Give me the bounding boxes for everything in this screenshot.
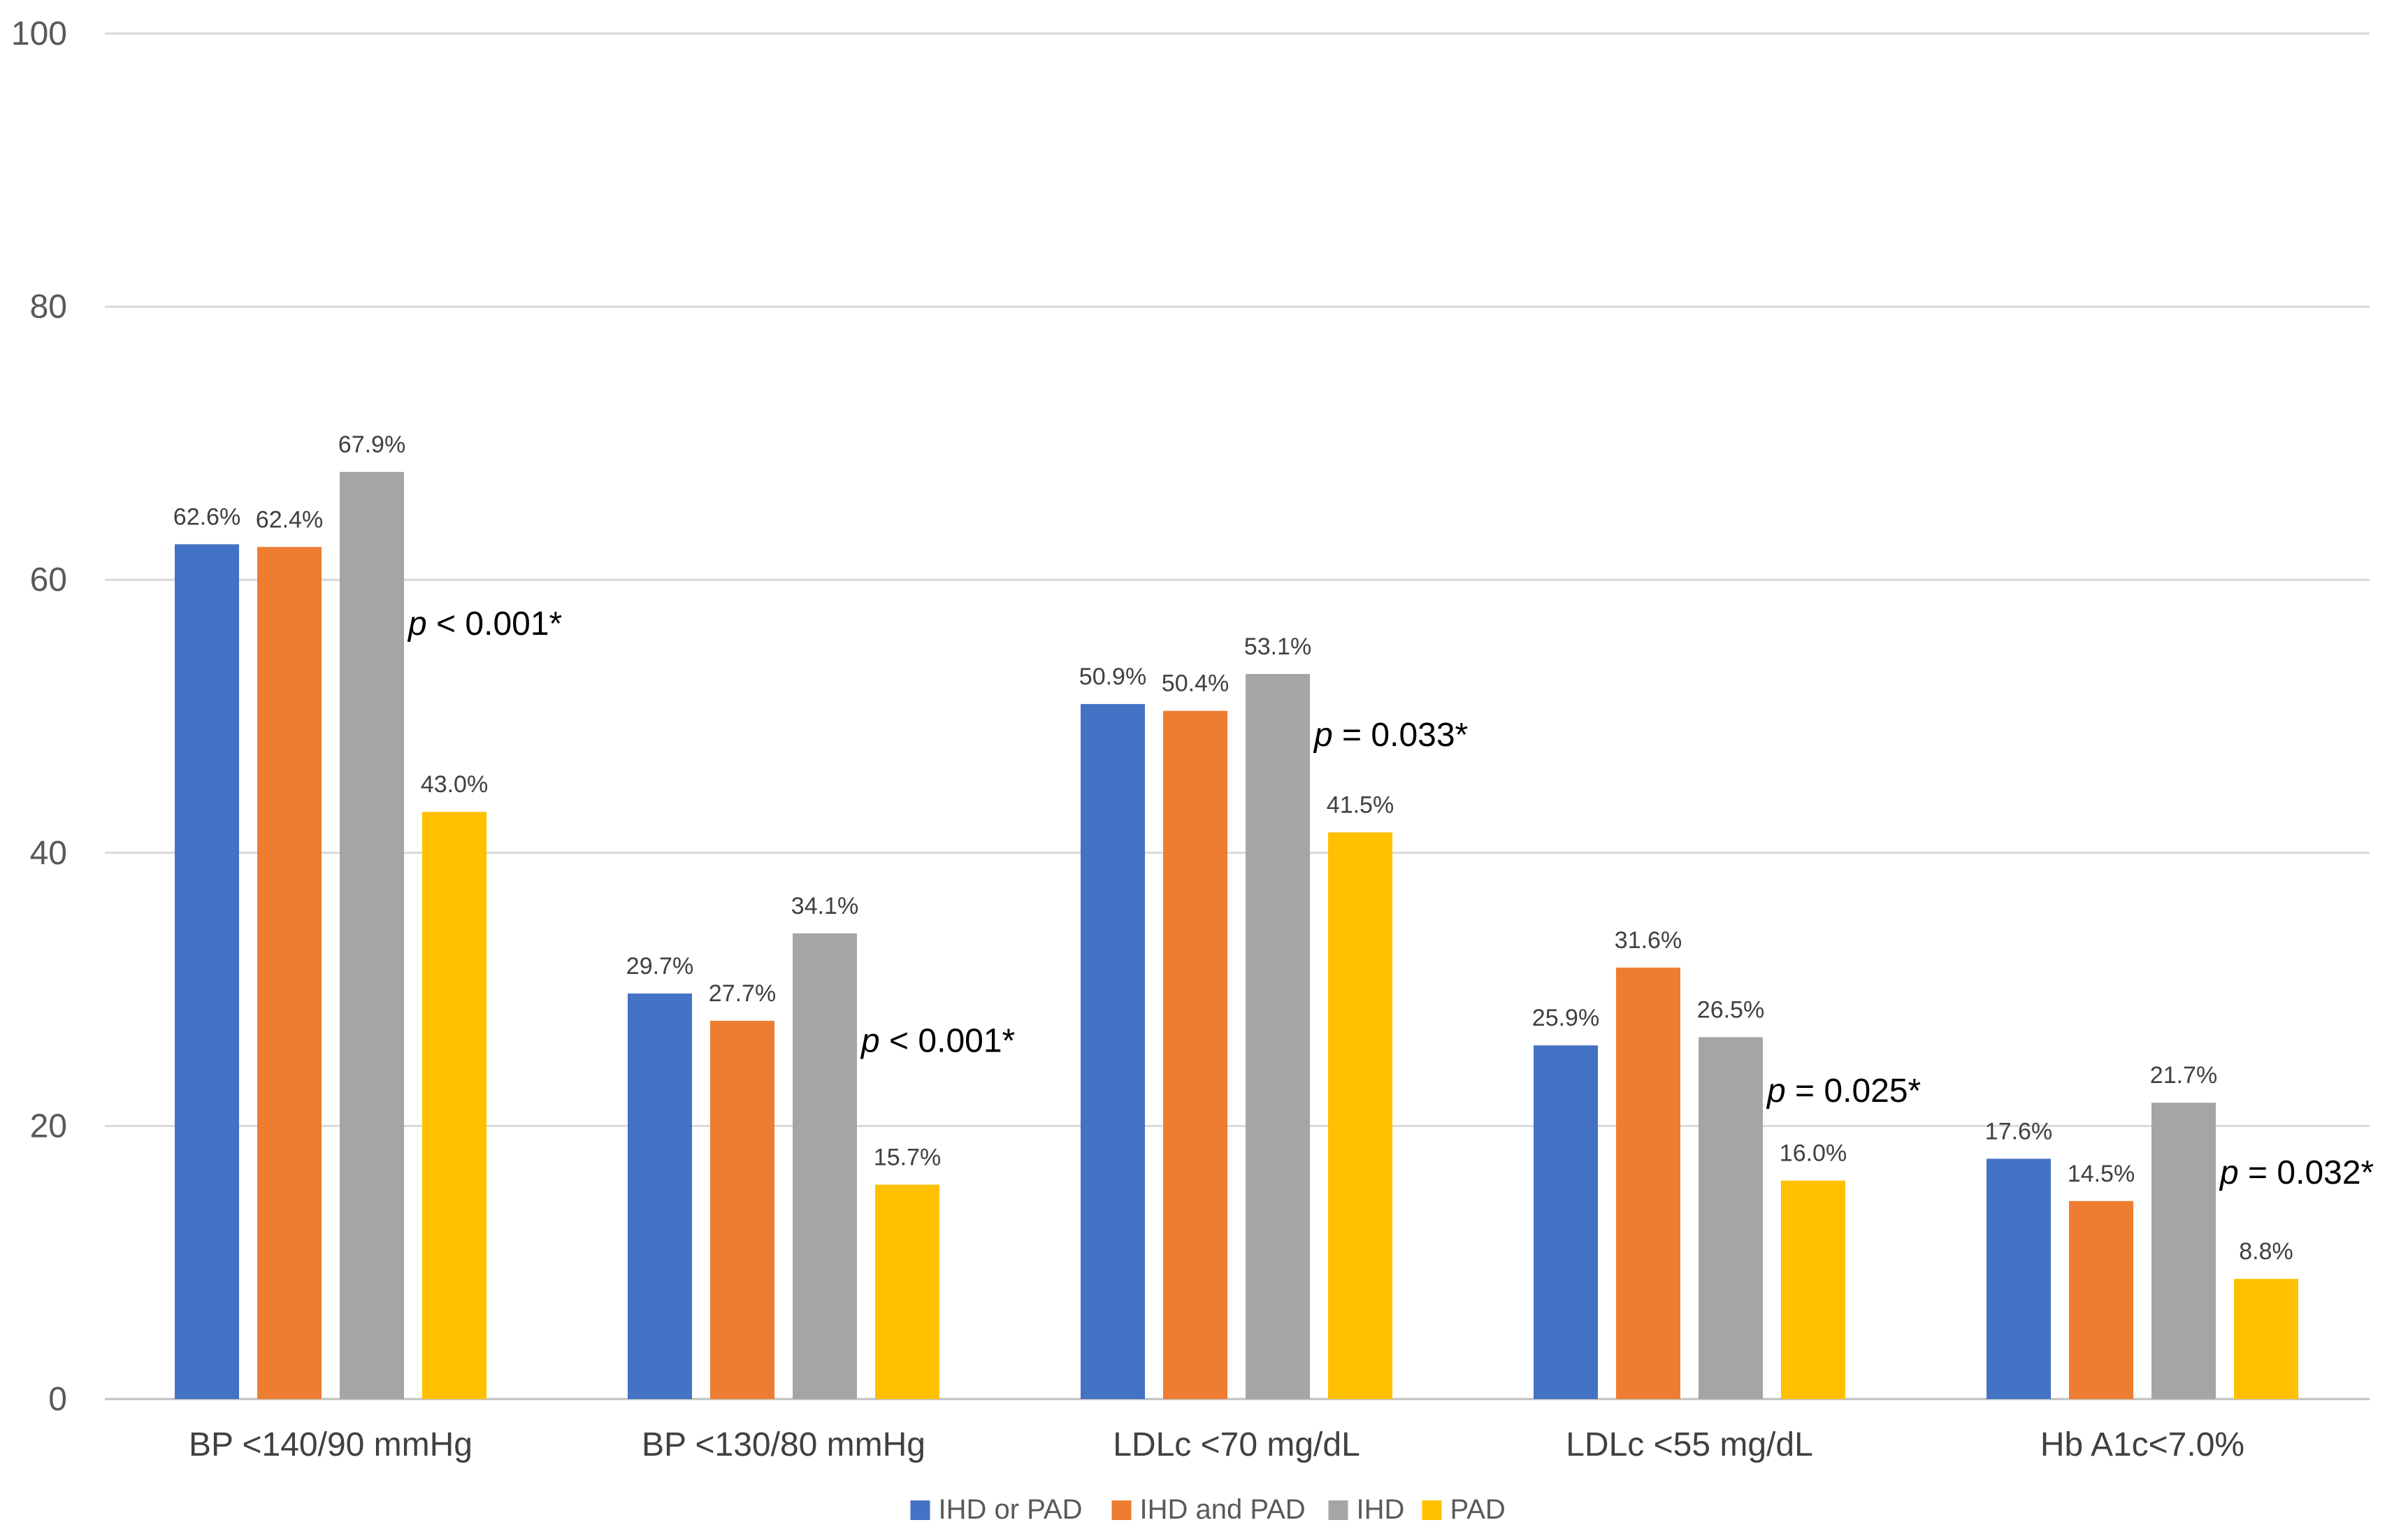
x-category-label: BP <130/80 mmHg [642,1426,925,1463]
data-label: 67.9% [338,431,405,458]
p-symbol: p [407,605,427,643]
bar-ihd-or-pad-1 [628,993,692,1399]
x-category-label: BP <140/90 mmHg [189,1426,473,1463]
y-tick-label: 0 [48,1381,67,1418]
legend-item-ihd-or-pad: IHD or PAD [910,1494,1083,1525]
bar-ihd-and-pad-3 [1616,967,1680,1399]
bar-ihd-and-pad-0 [257,547,322,1399]
legend-label: IHD or PAD [939,1494,1083,1525]
legend-swatch [1328,1500,1348,1520]
data-label: 41.5% [1327,792,1394,819]
data-label: 8.8% [2239,1238,2293,1265]
data-label: 25.9% [1532,1005,1599,1031]
data-label: 14.5% [2068,1161,2135,1187]
bar-pad-1 [875,1184,939,1399]
p-value-annotation: p = 0.033* [1313,717,1468,754]
data-label: 29.7% [626,953,693,980]
p-value-annotation: p = 0.025* [1766,1073,1921,1110]
legend-item-ihd: IHD [1328,1494,1405,1525]
p-symbol: p [860,1023,880,1060]
legend-swatch [1111,1500,1132,1520]
bar-ihd-1 [793,933,857,1399]
bar-ihd-or-pad-3 [1534,1045,1598,1399]
bar-ihd-3 [1699,1037,1763,1399]
data-label: 15.7% [874,1144,941,1170]
x-axis-category-labels: BP <140/90 mmHg BP <130/80 mmHg LDLc <70 m… [189,1426,2244,1463]
p-value-annotation: p < 0.001* [860,1023,1015,1060]
y-axis-ticks: 0 20 40 60 80 100 [11,15,67,1418]
legend-swatch [910,1500,930,1520]
legend-swatch [1422,1500,1442,1520]
legend-label: IHD and PAD [1140,1494,1306,1525]
p-symbol: p [2219,1154,2239,1191]
data-label: 34.1% [791,893,858,919]
p-value-text: < 0.001* [880,1023,1016,1060]
bar-ihd-2 [1246,673,1310,1399]
y-tick-label: 20 [30,1108,67,1145]
p-value-text: < 0.001* [427,605,563,643]
p-value-annotations: p < 0.001*p < 0.001*p = 0.033*p = 0.025*… [407,605,2374,1191]
bar-ihd-4 [2151,1103,2216,1399]
legend-item-pad: PAD [1422,1494,1506,1525]
data-label: 62.4% [256,506,323,533]
p-value-text: = 0.033* [1333,717,1469,754]
bars [175,471,2298,1399]
bar-pad-3 [1781,1180,1845,1399]
bar-pad-0 [422,812,486,1399]
x-category-label: Hb A1c<7.0% [2040,1426,2244,1463]
x-category-label: LDLc <70 mg/dL [1113,1426,1360,1463]
bar-ihd-and-pad-1 [710,1021,774,1399]
y-tick-label: 60 [30,561,67,598]
y-tick-label: 100 [11,15,67,52]
y-tick-label: 80 [30,289,67,326]
bar-ihd-or-pad-0 [175,544,239,1399]
legend-label: IHD [1357,1494,1405,1525]
bar-ihd-and-pad-4 [2069,1200,2133,1399]
data-label: 53.1% [1244,633,1311,660]
p-value-annotation: p < 0.001* [407,605,562,643]
data-label: 50.4% [1162,671,1229,697]
data-label: 43.0% [421,771,488,798]
data-label: 27.7% [709,980,776,1007]
y-tick-label: 40 [30,835,67,872]
p-symbol: p [1766,1073,1786,1110]
bar-ihd-0 [340,471,404,1399]
legend-item-ihd-and-pad: IHD and PAD [1111,1494,1306,1525]
data-label: 62.6% [173,503,240,530]
bar-pad-2 [1328,832,1392,1399]
bar-ihd-or-pad-4 [1987,1159,2051,1399]
bar-pad-4 [2234,1279,2298,1399]
p-value-annotation: p = 0.032* [2219,1154,2374,1191]
bar-ihd-or-pad-2 [1081,703,1145,1399]
p-symbol: p [1313,717,1333,754]
p-value-text: = 0.032* [2239,1154,2374,1191]
legend: IHD or PAD IHD and PAD IHD PAD [910,1494,1506,1525]
data-label: 21.7% [2150,1062,2217,1089]
data-label: 31.6% [1615,927,1682,954]
data-label: 50.9% [1079,664,1146,690]
x-category-label: LDLc <55 mg/dL [1566,1426,1813,1463]
legend-label: PAD [1450,1494,1506,1525]
bar-ihd-and-pad-2 [1163,710,1227,1399]
data-labels: 62.6% 62.4% 67.9% 43.0% 29.7% 27.7% 34.1% 15.7%… [173,431,2293,1265]
data-label: 16.0% [1780,1140,1847,1167]
data-label: 26.5% [1697,996,1764,1023]
data-label: 17.6% [1985,1118,2052,1145]
p-value-text: = 0.025* [1786,1073,1922,1110]
